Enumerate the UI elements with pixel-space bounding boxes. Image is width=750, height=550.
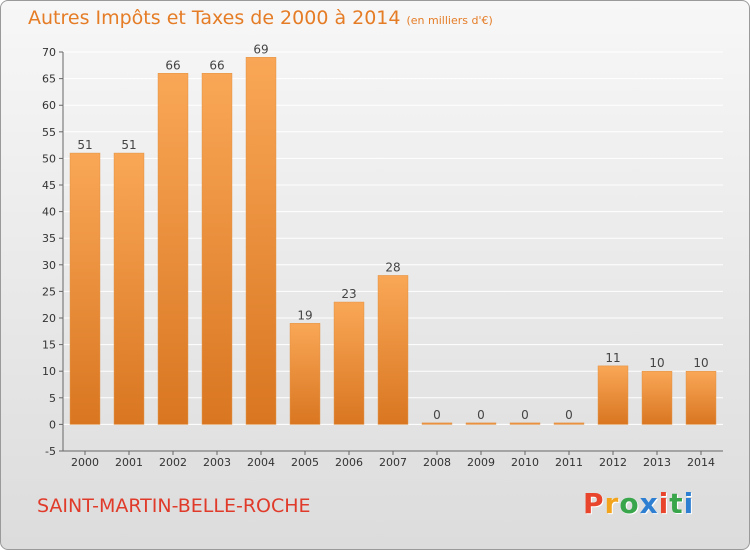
chart-title: Autres Impôts et Taxes de 2000 à 2014 (en… [28,7,493,29]
proxiti-logo[interactable]: Proxiti [583,487,694,520]
y-tick-label: 45 [42,179,56,192]
data-label: 0 [521,408,529,422]
y-tick-label: 5 [49,392,56,405]
bar [553,422,585,425]
x-tick-label: 2007 [379,456,407,469]
logo-letter: x [639,487,659,520]
logo-letter: r [604,487,620,520]
logo-letter: o [619,487,640,520]
data-label: 66 [209,58,224,72]
data-label: 51 [77,138,92,152]
data-label: 28 [385,260,400,274]
y-tick-label: 25 [42,285,56,298]
x-tick-label: 2010 [511,456,539,469]
bar [421,422,453,425]
data-label: 0 [433,408,441,422]
data-label: 69 [253,42,268,56]
chart-title-text: Autres Impôts et Taxes de 2000 à 2014 [28,7,401,29]
bars [69,57,717,425]
chart-unit: (en milliers d'€) [406,14,493,27]
y-tick-label: 55 [42,126,56,139]
x-tick-label: 2011 [555,456,583,469]
x-tick-label: 2012 [599,456,627,469]
y-tick-label: 60 [42,99,56,112]
bar [157,73,189,425]
logo-letter: i [658,487,670,520]
y-tick-label: -5 [45,445,56,458]
y-tick-label: 10 [42,365,56,378]
y-tick-label: 15 [42,339,56,352]
x-tick-label: 2001 [115,456,143,469]
y-tick-label: 0 [49,418,56,431]
x-tick-label: 2003 [203,456,231,469]
bar [201,73,233,425]
bar [69,152,101,425]
logo-letter: i [683,487,695,520]
bar [509,422,541,425]
bar [685,370,717,425]
x-tick-label: 2000 [71,456,99,469]
logo-letter: t [669,487,684,520]
x-tick-label: 2009 [467,456,495,469]
y-tick-label: 65 [42,73,56,86]
commune-name: SAINT-MARTIN-BELLE-ROCHE [37,495,311,517]
y-tick-label: 50 [42,152,56,165]
bar [465,422,497,425]
data-label: 19 [297,308,312,322]
x-tick-label: 2005 [291,456,319,469]
data-label: 66 [165,58,180,72]
x-tick-label: 2006 [335,456,363,469]
y-tick-label: 20 [42,312,56,325]
bar [333,301,365,425]
data-label: 0 [565,408,573,422]
x-tick-label: 2004 [247,456,275,469]
y-tick-label: 30 [42,259,56,272]
bar [377,275,409,425]
data-label: 23 [341,287,356,301]
data-label: 11 [605,351,620,365]
data-label: 0 [477,408,485,422]
y-tick-label: 40 [42,206,56,219]
labels: -5 0 5 10 15 20 25 30 35 40 45 50 55 60 65 70 51 2000 51 20… [42,42,715,469]
y-tick-label: 70 [42,46,56,59]
bar [641,370,673,425]
axes [59,51,723,455]
data-label: 10 [649,356,664,370]
x-tick-label: 2013 [643,456,671,469]
bar [597,365,629,425]
bar [289,323,321,425]
bar [245,57,277,425]
logo-letter: P [583,487,605,520]
data-label: 10 [693,356,708,370]
x-tick-label: 2002 [159,456,187,469]
y-tick-label: 35 [42,232,56,245]
data-label: 51 [121,138,136,152]
bar [113,152,145,425]
x-tick-label: 2014 [687,456,715,469]
x-tick-label: 2008 [423,456,451,469]
